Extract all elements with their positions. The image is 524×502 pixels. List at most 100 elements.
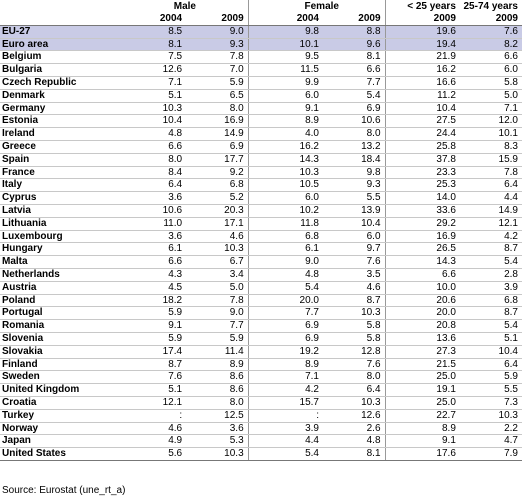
value-cell: 9.3 [186,38,249,52]
value-cell: 17.1 [186,217,249,231]
value-cell: 12.8 [323,345,386,359]
table-row: Belgium 7.5 7.8 9.5 8.1 21.9 6.6 [0,50,522,65]
value-cell: 26.5 [397,242,460,257]
country-cell: Belgium [0,50,125,65]
value-cell: 20.0 [397,306,460,321]
header-year: 2004 [124,13,187,26]
value-cell: 6.4 [323,383,386,397]
gap-cell [384,396,398,410]
value-cell: 7.1 [260,370,323,385]
value-cell: 5.6 [124,447,187,461]
value-cell: 6.6 [397,268,460,282]
value-cell: 5.4 [260,281,323,295]
gap-cell [384,166,398,180]
value-cell: 8.0 [186,396,249,410]
gap-cell [247,25,261,39]
value-cell: 14.0 [397,191,460,205]
value-cell: 7.5 [124,50,187,65]
header-25-74: 25-74 years [463,1,519,12]
value-cell: 8.4 [124,166,187,180]
gap-cell [384,319,398,333]
value-cell: 9.6 [323,38,386,52]
country-cell: United States [0,447,125,461]
value-cell: 8.5 [124,25,187,39]
value-cell: 6.0 [459,63,522,77]
gap-cell [384,255,398,269]
value-cell: 25.0 [397,396,460,410]
gap-cell [384,370,398,385]
gap-cell [247,76,261,90]
value-cell: 6.4 [459,178,522,193]
value-cell: 11.2 [397,89,460,103]
value-cell: 6.0 [260,89,323,103]
header-year: 2009 [186,13,249,26]
value-cell: 5.4 [459,319,522,333]
header-under-25: < 25 years [407,1,456,12]
value-cell: 4.6 [124,422,187,436]
value-cell: 27.3 [397,345,460,359]
table-row: Bulgaria 12.6 7.0 11.5 6.6 16.2 6.0 [0,63,522,77]
value-cell: 8.6 [186,383,249,397]
value-cell: 12.1 [459,217,522,231]
gap-cell [247,319,261,333]
value-cell: 8.0 [124,153,187,167]
value-cell: 8.7 [459,306,522,321]
value-cell: 7.6 [459,25,522,39]
value-cell: 12.0 [459,114,522,129]
value-cell: 8.9 [260,114,323,129]
gap-cell [247,383,261,397]
header-male: Male [173,1,196,12]
country-cell: Lithuania [0,217,125,231]
value-cell: 8.3 [459,140,522,154]
value-cell: 8.1 [323,50,386,65]
gap-cell [247,140,261,154]
country-cell: Portugal [0,306,125,321]
gap-cell [384,268,398,282]
value-cell: 6.6 [124,255,187,269]
value-cell: 25.0 [397,370,460,385]
table-row: Czech Republic 7.1 5.9 9.9 7.7 16.6 5.8 [0,76,522,90]
gap-cell [247,230,261,244]
table-row: Sweden 7.6 8.6 7.1 8.0 25.0 5.9 [0,370,522,385]
value-cell: 4.0 [260,127,323,141]
country-cell: Croatia [0,396,125,410]
gap-cell [384,306,398,321]
value-cell: 22.7 [397,409,460,423]
table-row: Turkey:12.5:12.6 22.7 10.3 [0,409,522,423]
gap-cell [384,409,398,423]
value-cell: 13.6 [397,332,460,346]
value-cell: 5.8 [323,319,386,333]
value-cell: 6.9 [323,102,386,116]
value-cell: 10.0 [397,281,460,295]
value-cell: 4.8 [323,434,386,449]
country-cell: Slovenia [0,332,125,346]
value-cell: 5.4 [459,255,522,269]
value-cell: 7.6 [124,370,187,385]
table-row: Ireland 4.8 14.9 4.0 8.0 24.4 10.1 [0,127,522,141]
country-cell: Malta [0,255,125,269]
value-cell: 8.9 [260,358,323,372]
table-row: Poland 18.2 7.8 20.0 8.7 20.6 6.8 [0,294,522,308]
unemployment-table: Male Female < 25 years 25-74 years 2004 … [0,0,522,461]
value-cell: 18.4 [323,153,386,167]
value-cell: 11.5 [260,63,323,77]
gap-cell [247,153,261,167]
value-cell: 16.9 [397,230,460,244]
gap-cell [247,127,261,141]
value-cell: 10.1 [260,38,323,52]
country-cell: Sweden [0,370,125,385]
gap-cell [247,370,261,385]
value-cell: 5.4 [260,447,323,461]
value-cell: 11.0 [124,217,187,231]
value-cell: 6.1 [260,242,323,257]
value-cell: 6.9 [260,319,323,333]
value-cell: 13.2 [323,140,386,154]
value-cell: 19.2 [260,345,323,359]
gap-cell [384,25,398,39]
value-cell: 18.2 [124,294,187,308]
country-cell: France [0,166,125,180]
value-cell: 10.3 [459,409,522,423]
value-cell: 7.6 [323,358,386,372]
gap-cell [384,345,398,359]
value-cell: 3.6 [186,422,249,436]
